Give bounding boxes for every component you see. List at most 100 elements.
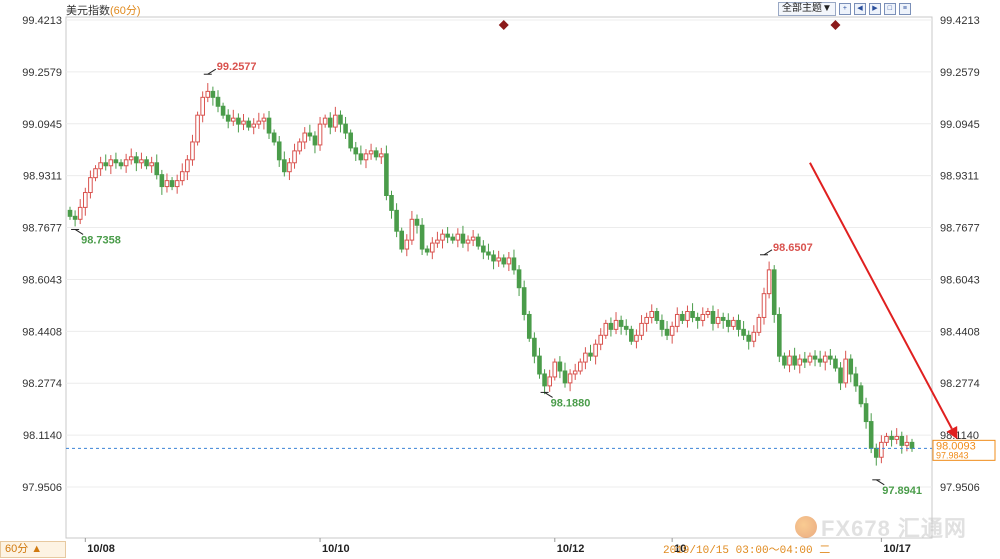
candle-body bbox=[103, 162, 109, 167]
candle bbox=[526, 310, 532, 342]
theme-select[interactable]: 全部主题▼ bbox=[778, 2, 836, 16]
candle-body bbox=[384, 153, 389, 196]
extreme-leader bbox=[544, 391, 553, 398]
candle bbox=[475, 233, 481, 250]
candle-body bbox=[828, 355, 833, 360]
candle-body bbox=[358, 153, 364, 161]
period-selector[interactable]: 60分 ▲ bbox=[0, 541, 66, 558]
candle bbox=[128, 148, 134, 165]
candle bbox=[154, 154, 160, 180]
candle-body bbox=[782, 355, 787, 366]
candle-body bbox=[465, 239, 471, 244]
candle bbox=[899, 431, 905, 454]
candle-body bbox=[450, 236, 456, 241]
candle-body bbox=[884, 435, 889, 443]
candle bbox=[67, 206, 73, 220]
extreme-high-label: 99.2577 bbox=[217, 61, 257, 73]
x-tick-label: 10/17 bbox=[883, 543, 911, 555]
candle-body bbox=[271, 132, 277, 143]
candle-body bbox=[159, 174, 165, 188]
candle-body bbox=[618, 319, 624, 327]
event-marker-icon bbox=[498, 20, 509, 30]
candle bbox=[389, 190, 394, 219]
candle bbox=[205, 83, 211, 103]
candle-body bbox=[578, 361, 583, 372]
candle bbox=[159, 169, 165, 195]
candle-body bbox=[404, 239, 410, 250]
candle-body bbox=[195, 114, 200, 143]
candle-body bbox=[634, 334, 639, 342]
candle-body bbox=[445, 233, 450, 238]
candle bbox=[460, 225, 466, 248]
candle-body bbox=[333, 114, 338, 128]
candle bbox=[761, 287, 767, 325]
candle-body bbox=[899, 435, 905, 446]
candle-body bbox=[833, 358, 838, 369]
candle bbox=[77, 199, 83, 225]
candle bbox=[557, 356, 563, 379]
candle-body bbox=[858, 385, 864, 405]
candle-body bbox=[241, 120, 246, 125]
candle bbox=[455, 228, 461, 248]
candle bbox=[812, 350, 818, 367]
candle bbox=[649, 304, 655, 324]
candle bbox=[654, 307, 660, 324]
candle-body bbox=[282, 159, 287, 173]
candle bbox=[685, 305, 690, 328]
candle-body bbox=[725, 319, 731, 327]
candle-body bbox=[659, 319, 665, 330]
candle bbox=[450, 233, 456, 244]
candle bbox=[802, 351, 808, 369]
candle-body bbox=[348, 132, 353, 149]
y-tick-label-right: 98.4408 bbox=[940, 326, 980, 338]
candle-body bbox=[373, 150, 379, 158]
candle bbox=[644, 312, 649, 332]
expand-icon[interactable]: □ bbox=[883, 3, 896, 15]
candle-body bbox=[67, 209, 73, 217]
candle-body bbox=[322, 117, 328, 125]
prev-page-icon[interactable]: ◀ bbox=[853, 3, 866, 15]
candle bbox=[230, 109, 236, 126]
candle-body bbox=[144, 159, 149, 167]
candle-body bbox=[674, 313, 680, 327]
candle bbox=[302, 127, 308, 150]
candle bbox=[83, 187, 88, 216]
candle-body bbox=[843, 358, 848, 384]
candle-body bbox=[664, 328, 670, 336]
zoom-in-icon[interactable]: + bbox=[838, 3, 851, 15]
candle bbox=[149, 156, 154, 173]
candle-body bbox=[715, 316, 721, 324]
candle bbox=[215, 90, 221, 113]
candle-body bbox=[486, 251, 491, 256]
candle bbox=[725, 313, 731, 333]
candle bbox=[113, 152, 119, 169]
extreme-leader bbox=[763, 249, 773, 256]
candle bbox=[751, 325, 757, 348]
candle bbox=[822, 351, 828, 371]
y-tick-label-right: 98.7677 bbox=[940, 223, 980, 235]
candle-body bbox=[838, 367, 843, 384]
candle-body bbox=[93, 168, 98, 179]
candle-body bbox=[700, 313, 706, 321]
y-tick-label-left: 99.4213 bbox=[22, 15, 62, 27]
candle-body bbox=[868, 421, 874, 449]
candle bbox=[807, 352, 813, 366]
candle-body bbox=[460, 233, 466, 244]
settings-icon[interactable]: ≡ bbox=[898, 3, 911, 15]
candle bbox=[884, 432, 889, 446]
candle bbox=[669, 321, 675, 344]
candle bbox=[547, 369, 552, 392]
candle bbox=[680, 310, 685, 324]
y-tick-label-left: 99.2579 bbox=[22, 67, 62, 79]
candle bbox=[210, 86, 216, 106]
y-tick-label-left: 98.4408 bbox=[22, 326, 62, 338]
candle bbox=[256, 112, 262, 129]
next-page-icon[interactable]: ▶ bbox=[868, 3, 881, 15]
candle bbox=[501, 254, 507, 268]
candle-body bbox=[695, 316, 700, 321]
watermark-logo-icon bbox=[795, 516, 817, 538]
candle bbox=[399, 227, 404, 253]
candle bbox=[139, 152, 144, 169]
candle-body bbox=[123, 159, 129, 167]
